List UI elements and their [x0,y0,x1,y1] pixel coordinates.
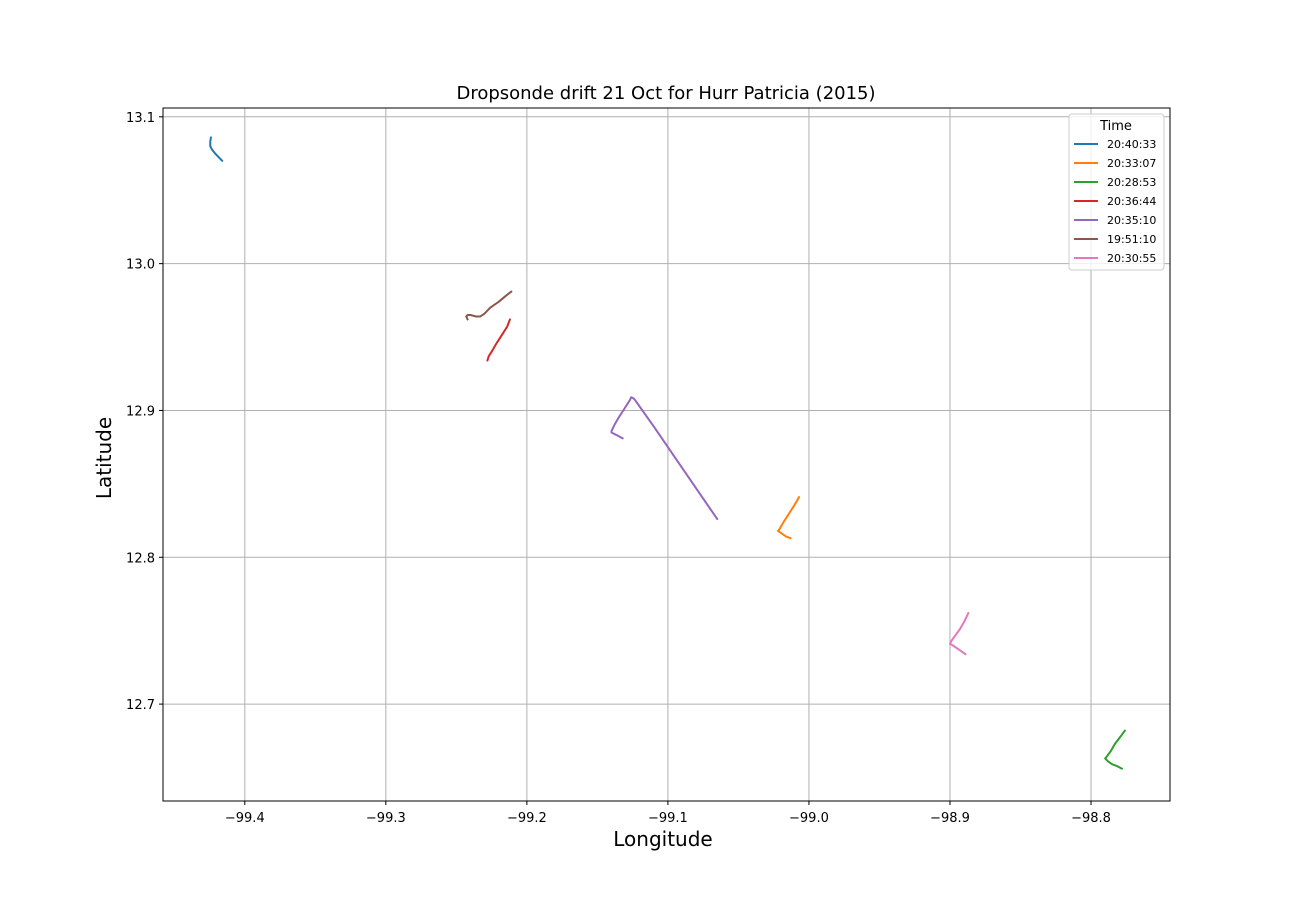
legend-label: 20:35:10 [1107,214,1156,227]
legend-label: 19:51:10 [1107,233,1156,246]
series-line-7 [948,612,970,656]
series-line-2 [776,496,801,540]
y-tick-label: 12.7 [126,698,155,713]
series-line-5 [610,396,719,521]
y-tick-label: 12.8 [126,551,155,566]
y-axis-ticks: 12.7 12.8 12.9 13.0 13.1 [126,111,163,713]
grid-lines [163,108,1170,801]
x-axis-label: Longitude [613,827,712,851]
legend-title: Time [1099,119,1132,134]
series-line-4 [486,318,511,362]
plot-frame [162,107,1171,802]
y-tick-label: 12.9 [126,404,155,419]
legend-label: 20:36:44 [1107,195,1156,208]
x-tick-label: −98.8 [1071,811,1111,826]
x-tick-label: −99.1 [648,811,688,826]
y-tick-label: 13.1 [126,111,155,126]
x-axis-ticks: −99.4 −99.3 −99.2 −99.1 −99.0 −98.9 −98.8 [225,801,1111,826]
legend-label: 20:30:55 [1107,252,1156,265]
legend-box [1068,113,1165,271]
x-tick-label: −99.0 [789,811,829,826]
legend: Time 20:40:3320:33:0720:28:5320:36:4420:… [1068,113,1165,271]
legend-items: 20:40:33 20:33:07 20:28:53 20:36:44 20:35:10… [1074,138,1156,265]
chart-title: Dropsonde drift 21 Oct for Hurr Patricia… [456,83,875,104]
y-tick-label: 13.0 [126,258,155,273]
series-line-1 [209,136,224,162]
x-tick-label: −98.9 [930,811,970,826]
series-line-6 [465,290,513,321]
x-tick-label: −99.2 [507,811,547,826]
y-axis-label: Latitude [92,417,116,499]
legend-label: 20:28:53 [1107,176,1156,189]
legend-label: 20:33:07 [1107,157,1156,170]
series-line-3 [1104,729,1126,770]
legend-label: 20:40:33 [1107,138,1156,151]
x-tick-label: −99.4 [225,811,265,826]
x-tick-label: −99.3 [366,811,406,826]
series-layer [209,136,1126,770]
